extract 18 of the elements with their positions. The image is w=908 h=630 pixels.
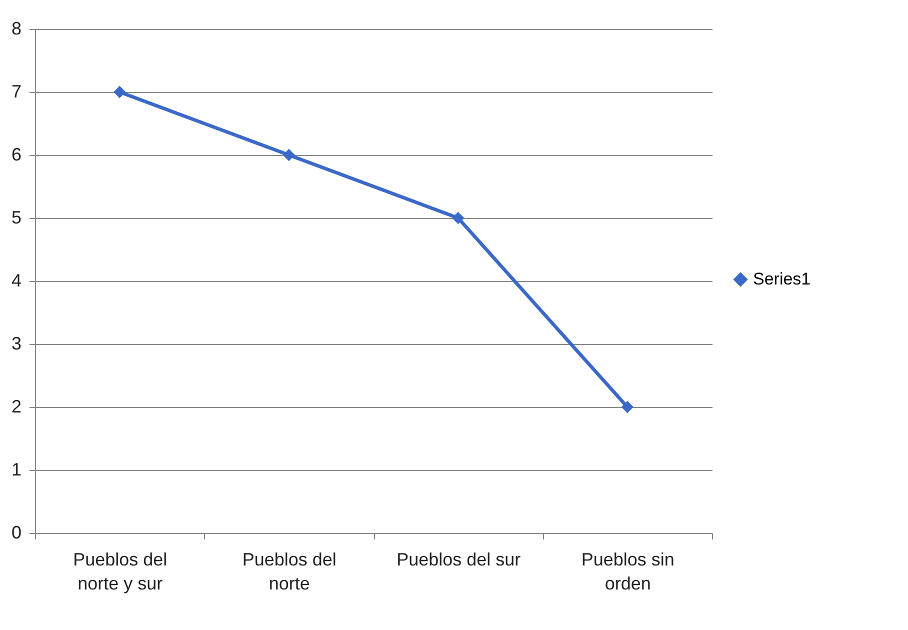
point: [452, 212, 464, 224]
y-tick-label: 6: [11, 144, 22, 164]
point: [282, 148, 295, 162]
y-tick-label: 7: [11, 82, 22, 102]
y-tick-label: 8: [11, 18, 22, 38]
y-tick-label: 1: [11, 460, 22, 480]
y-tick-label: 3: [11, 334, 22, 354]
x-tick-label: Pueblos del norte y sur: [73, 550, 168, 594]
x-tick-label: Pueblos del norte: [242, 550, 336, 594]
point: [114, 86, 126, 98]
y-tick-label: 4: [11, 270, 22, 290]
legend-label: Series1: [753, 270, 811, 288]
y-tick-label: 0: [11, 522, 22, 542]
x-tick-label: Pueblos del sur: [396, 550, 521, 570]
y-tick-label: 5: [11, 208, 22, 228]
y-tick-label: 2: [11, 396, 22, 416]
point: [621, 400, 634, 414]
x-tick-label: Pueblos sin orden: [581, 550, 674, 594]
